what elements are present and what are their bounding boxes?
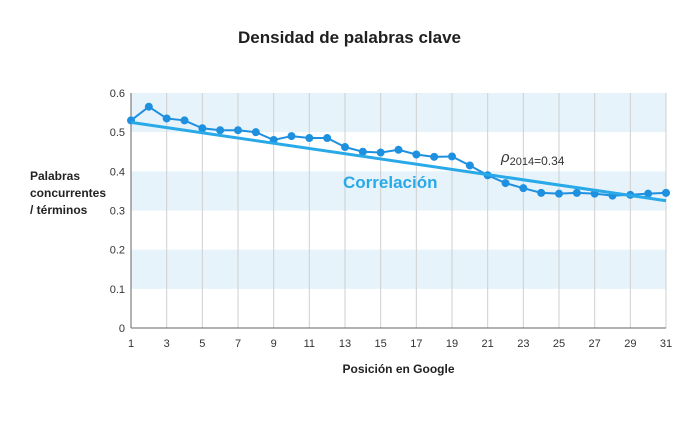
data-point: [555, 189, 563, 198]
y-tick-label: 0.2: [110, 245, 125, 257]
trend-group: Correlación: [130, 120, 667, 203]
x-tick-label: 1: [128, 338, 134, 350]
x-tick-label: 25: [553, 338, 565, 350]
data-point: [341, 143, 349, 152]
data-point: [412, 150, 421, 159]
y-tick-label: 0.4: [110, 166, 125, 178]
y-tick-label: 0.5: [110, 127, 125, 139]
data-point: [305, 134, 314, 143]
data-point: [198, 124, 207, 133]
x-tick-label: 11: [304, 338, 315, 350]
data-point: [162, 114, 171, 123]
rho-symbol: ρ: [500, 149, 510, 166]
data-point: [519, 184, 528, 193]
y-tick-label: 0.6: [110, 88, 125, 100]
background-bands: [131, 93, 666, 289]
trend-line: [130, 120, 667, 203]
y-tick-labels: 0 0.1 0.2 0.3 0.4 0.5 0.6: [110, 88, 125, 335]
x-tick-label: 3: [164, 338, 170, 350]
x-tick-label: 5: [199, 338, 205, 350]
chart-title: Densidad de palabras clave: [238, 28, 461, 47]
trend-label: Correlación: [343, 173, 437, 192]
x-tick-labels: 1 3 5 7 9 11 13 15 17 19 21 23 25 27 29 31: [128, 338, 672, 350]
y-tick-label: 0.3: [110, 206, 125, 218]
x-tick-label: 29: [624, 338, 636, 350]
data-point: [287, 132, 296, 141]
x-tick-label: 27: [589, 338, 601, 350]
data-point: [216, 126, 225, 135]
x-tick-label: 23: [517, 338, 529, 350]
data-point: [376, 148, 385, 157]
band-0: [131, 93, 666, 133]
data-point: [644, 189, 653, 198]
x-tick-label: 15: [375, 338, 387, 350]
rho-value: =0.34: [534, 154, 565, 168]
x-tick-label: 7: [235, 338, 241, 350]
data-point: [662, 188, 670, 197]
data-point: [323, 134, 332, 143]
rho-subscript: 2014: [510, 156, 534, 168]
data-point: [430, 152, 439, 161]
x-tick-label: 17: [410, 338, 422, 350]
data-point: [394, 145, 403, 154]
x-tick-label: 31: [660, 338, 672, 350]
data-point: [448, 152, 456, 161]
x-tick-label: 9: [271, 338, 277, 350]
y-axis-label: Palabras concurrentes / términos: [30, 169, 107, 217]
data-point: [572, 188, 581, 197]
correlation-annotation: ρ2014=0.34: [500, 149, 565, 168]
data-point: [251, 128, 260, 137]
data-point: [358, 147, 367, 156]
data-point: [537, 188, 546, 197]
x-axis-label: Posición en Google: [342, 362, 455, 376]
vertical-gridlines: [166, 93, 667, 328]
y-tick-label: 0.1: [110, 284, 125, 296]
series-group: [127, 102, 670, 200]
data-point: [465, 161, 474, 170]
x-tick-label: 13: [339, 338, 351, 350]
x-tick-label: 21: [482, 338, 494, 350]
x-tick-label: 19: [446, 338, 458, 350]
axes: [130, 93, 666, 329]
annotation-group: ρ2014=0.34: [500, 149, 565, 168]
y-tick-label: 0: [119, 323, 125, 335]
data-point: [144, 102, 153, 111]
data-point: [234, 126, 242, 135]
band-2: [131, 249, 666, 289]
data-point: [180, 116, 189, 125]
data-point: [501, 179, 510, 188]
